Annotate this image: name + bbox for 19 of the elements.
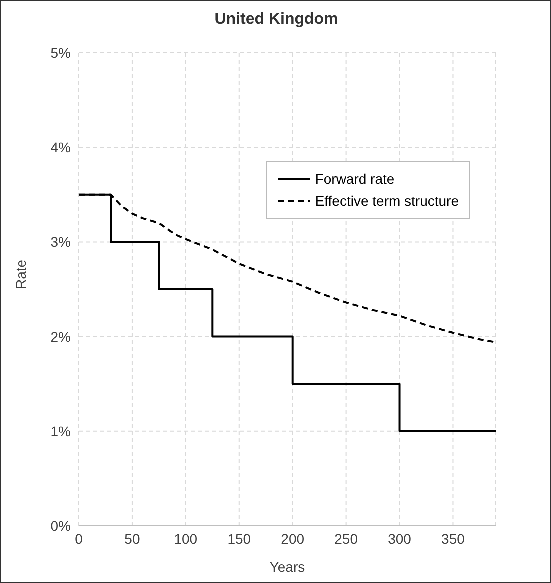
y-tick-label: 1%: [50, 423, 71, 440]
y-tick-label: 3%: [50, 234, 71, 250]
legend-label: Forward rate: [315, 171, 395, 187]
y-tick-label: 0%: [50, 518, 71, 534]
x-tick-label: 200: [281, 530, 305, 547]
chart-title: United Kingdom: [214, 11, 340, 29]
x-tick-label: 350: [442, 530, 466, 547]
x-tick-label: 0: [75, 530, 84, 547]
legend-label: Effective term structure: [315, 193, 459, 209]
y-tick-label: 4%: [50, 140, 71, 156]
x-tick-label: 300: [388, 530, 412, 547]
y-axis-title: Rate: [12, 260, 29, 290]
x-tick-label: 150: [228, 530, 252, 547]
y-tick-label: 5%: [50, 44, 71, 61]
y-tick-label: 2%: [50, 328, 71, 345]
x-tick-label: 50: [124, 530, 140, 547]
x-axis-title: Years: [270, 559, 306, 575]
x-tick-label: 100: [174, 530, 198, 547]
x-tick-label: 250: [334, 530, 358, 547]
